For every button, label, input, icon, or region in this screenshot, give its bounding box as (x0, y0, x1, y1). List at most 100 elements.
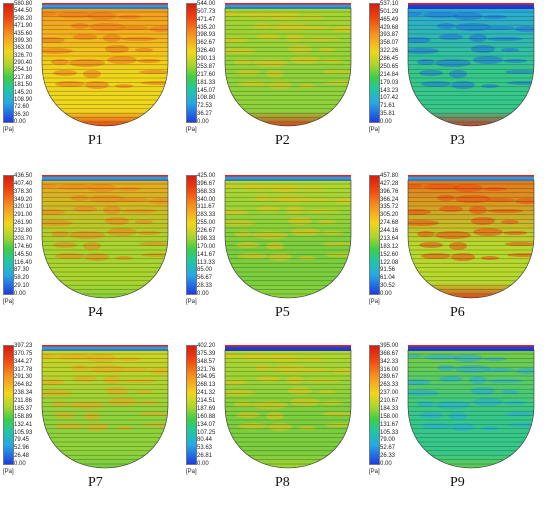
pressure-contour-plot (407, 3, 535, 127)
legend-tick: 116.40 (14, 259, 32, 266)
legend-tick: 321.76 (197, 366, 216, 373)
legend-tick: 187.69 (197, 405, 216, 412)
legend-tick: 358.07 (380, 40, 399, 47)
legend-tick: 457.80 (380, 173, 399, 179)
legend-tick: 232.80 (14, 228, 33, 235)
pressure-contour-plot (41, 345, 169, 469)
legend-tick: 152.60 (380, 251, 399, 258)
legend-tick: 145.07 (197, 87, 216, 94)
legend-tick: 244.16 (380, 228, 399, 235)
legend-tick-labels: 537.10 501.29 465.49 429.68 393.87 358.07 322.… (380, 0, 408, 125)
legend-tick: 294.95 (197, 374, 216, 381)
legend-tick: 316.00 (380, 366, 399, 373)
panel-label: P1 (88, 133, 103, 148)
contour-panel-p2: 544.00 507.73 471.47 435.20 398.93 362.67 326.… (183, 0, 366, 170)
legend-tick: 141.67 (197, 251, 216, 258)
legend-tick: 344.27 (14, 358, 33, 365)
legend-tick: 508.20 (14, 15, 33, 22)
legend-tick: 210.67 (380, 398, 399, 405)
legend-tick: 290.13 (197, 56, 216, 63)
legend-tick: 91.56 (380, 267, 396, 274)
legend-tick: 263.33 (380, 382, 399, 389)
legend-tick: 105.93 (14, 429, 33, 436)
legend-tick: 185.37 (14, 405, 33, 412)
contour-panel-p1: 580.80 544.50 508.20 471.90 435.60 399.30 363.… (0, 0, 183, 170)
legend-tick: 290.40 (14, 60, 33, 66)
legend-tick: 0.00 (380, 461, 392, 467)
legend-tick: 184.33 (380, 405, 399, 412)
legend-tick: 397.23 (14, 343, 33, 349)
legend-tick: 255.00 (197, 220, 216, 227)
legend-tick: 396.76 (380, 188, 399, 195)
legend-tick: 436.50 (14, 173, 33, 179)
legend-tick: 395.00 (380, 343, 399, 349)
legend-tick: 80.44 (197, 437, 213, 444)
legend-tick: 291.00 (14, 212, 33, 219)
color-legend-bar (3, 3, 14, 123)
legend-tick: 158.89 (14, 413, 33, 420)
contour-panel-p6: 457.80 427.28 396.76 366.24 335.72 305.20 274.… (366, 172, 549, 342)
legend-tick: 326.70 (14, 52, 33, 59)
legend-tick: 214.51 (197, 398, 216, 405)
legend-tick: 26.48 (14, 453, 30, 460)
legend-tick-labels: 397.23 370.75 344.27 317.78 291.30 264.82 238.… (14, 342, 42, 467)
legend-tick: 375.39 (197, 350, 216, 357)
legend-tick: 85.00 (197, 267, 213, 274)
legend-tick-labels: 436.50 407.40 378.30 349.20 320.10 291.00 261.… (14, 172, 42, 297)
legend-tick: 349.20 (14, 196, 33, 203)
legend-tick: 29.10 (14, 283, 30, 290)
legend-tick: 471.90 (14, 23, 33, 30)
legend-tick: 0.00 (14, 461, 26, 467)
pressure-contour-plot (224, 175, 352, 299)
legend-tick: 471.47 (197, 16, 216, 23)
color-legend-bar (369, 345, 380, 465)
legend-tick: 217.60 (197, 71, 216, 78)
legend-tick: 26.33 (380, 453, 396, 460)
unit-label: [Pa] (369, 127, 380, 133)
unit-label: [Pa] (186, 299, 197, 305)
unit-label: [Pa] (186, 127, 197, 133)
pressure-contour-plot (224, 3, 352, 127)
panel-label: P5 (275, 305, 290, 320)
unit-label: [Pa] (3, 299, 14, 305)
color-legend-bar (186, 345, 197, 465)
legend-tick: 107.25 (197, 429, 216, 436)
legend-tick: 291.30 (14, 374, 33, 381)
legend-tick: 181.33 (197, 79, 216, 86)
legend-tick: 72.60 (14, 104, 30, 111)
panel-label: P7 (88, 475, 103, 490)
panel-label: P3 (450, 133, 465, 148)
legend-tick-labels: 457.80 427.28 396.76 366.24 335.72 305.20 274.… (380, 172, 408, 297)
legend-tick: 427.28 (380, 180, 399, 187)
legend-tick: 326.40 (197, 48, 216, 55)
color-legend-bar (186, 175, 197, 295)
legend-tick: 250.65 (380, 63, 399, 70)
legend-tick: 30.52 (380, 283, 396, 290)
legend-tick: 107.42 (380, 95, 399, 102)
legend-tick: 398.93 (197, 32, 216, 39)
legend-tick: 340.00 (197, 196, 216, 203)
legend-tick: 108.80 (197, 95, 216, 102)
legend-tick: 79.45 (14, 437, 30, 444)
legend-tick: 28.33 (197, 283, 213, 290)
legend-tick: 407.40 (14, 180, 33, 187)
legend-tick: 61.04 (380, 275, 396, 282)
unit-label: [Pa] (3, 469, 14, 475)
legend-tick: 36.30 (14, 111, 30, 118)
legend-tick: 286.45 (380, 56, 399, 63)
legend-tick: 0.00 (380, 291, 392, 297)
legend-tick: 108.90 (14, 96, 33, 103)
legend-tick: 113.33 (197, 259, 215, 266)
legend-tick: 237.00 (380, 390, 399, 397)
unit-label: [Pa] (3, 127, 14, 133)
legend-tick: 134.07 (197, 421, 216, 428)
legend-tick: 363.00 (14, 45, 33, 52)
legend-tick: 143.23 (380, 87, 399, 94)
legend-tick: 283.33 (197, 212, 216, 219)
legend-tick: 0.00 (14, 291, 26, 297)
legend-tick: 264.82 (14, 382, 33, 389)
panel-label: P8 (275, 475, 290, 490)
legend-tick-labels: 544.00 507.73 471.47 435.20 398.93 362.67 326.… (197, 0, 225, 125)
legend-tick: 217.80 (14, 74, 33, 81)
contour-panel-p3: 537.10 501.29 465.49 429.68 393.87 358.07 322.… (366, 0, 549, 170)
